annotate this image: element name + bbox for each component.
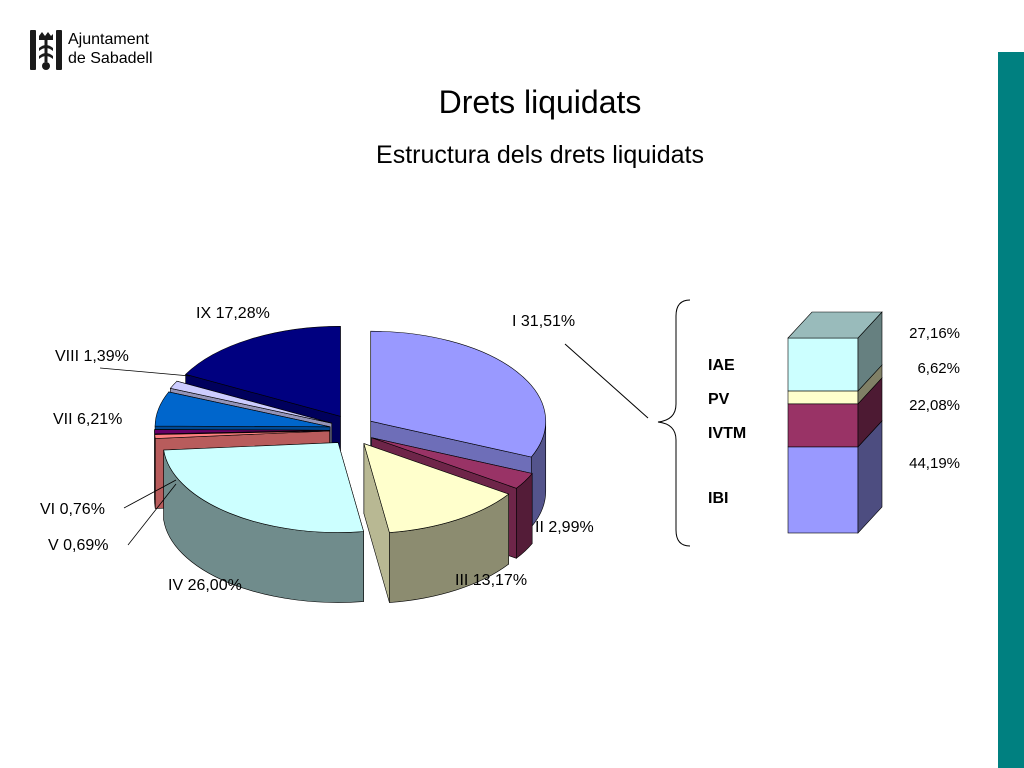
bar-value-pv: 6,62%: [917, 360, 960, 377]
ajuntament-logo: [30, 30, 62, 70]
pie-label-vi: VI 0,76%: [40, 501, 105, 518]
bar-segment-iae: [787, 337, 859, 392]
breakdown-connector-line: [564, 343, 649, 419]
bar-segment-ibi: [787, 446, 859, 534]
pie-chart: [154, 325, 547, 603]
breakdown-brace: [657, 299, 691, 547]
bar-label-ibi: IBI: [708, 490, 728, 507]
pie-label-iv: IV 26,00%: [168, 577, 242, 594]
pie-label-i: I 31,51%: [512, 313, 575, 330]
pie-slice-vi: [154, 429, 330, 435]
pie-slice-vii: [154, 391, 331, 428]
logo-line2: de Sabadell: [68, 50, 153, 67]
bar-segment-ivtm: [787, 403, 859, 448]
page-subtitle: Estructura dels drets liquidats: [376, 141, 704, 169]
logo-emblem-icon: [30, 30, 62, 70]
pie-slice-ix: [185, 325, 341, 417]
pie-slice-iv: [163, 442, 365, 533]
bar-label-pv: PV: [708, 391, 730, 408]
pie-label-viii: VIII 1,39%: [55, 348, 129, 365]
accent-bar: [998, 52, 1024, 768]
bar-segment-pv: [787, 390, 859, 405]
pie-slice-iii: [363, 443, 510, 533]
bar-value-ibi: 44,19%: [909, 455, 960, 472]
stacked-bar-chart: 44,19% IBI 22,08% IVTM 6,62% PV 27,16% IAE: [708, 311, 960, 534]
pie-slice-v: [154, 430, 330, 439]
pie-leader-v: [127, 483, 177, 546]
logo-text: Ajuntament de Sabadell: [68, 30, 153, 68]
pie-label-vii: VII 6,21%: [53, 411, 122, 428]
bar-value-iae: 27,16%: [909, 325, 960, 342]
pie-slice-i: [370, 330, 546, 458]
pie-label-ii: II 2,99%: [535, 519, 594, 536]
pie-label-ix: IX 17,28%: [196, 305, 270, 322]
bar-value-ivtm: 22,08%: [909, 397, 960, 414]
pie-label-v: V 0,69%: [48, 537, 108, 554]
pie-slice-ii: [371, 437, 533, 489]
breakdown-bracket: [564, 299, 691, 547]
page-title: Drets liquidats: [438, 84, 642, 120]
bar-label-iae: IAE: [708, 357, 735, 374]
pie-leader-vi: [123, 479, 177, 509]
bar-label-ivtm: IVTM: [708, 425, 746, 442]
pie-slice-viii: [169, 380, 332, 424]
pie-label-iii: III 13,17%: [455, 572, 527, 589]
bar-top: [787, 311, 883, 339]
pie-leader-viii: [99, 367, 191, 377]
logo-line1: Ajuntament: [68, 31, 149, 48]
pie-labels: I 31,51% II 2,99% III 13,17% IV 26,00% V 0,6…: [40, 305, 594, 594]
